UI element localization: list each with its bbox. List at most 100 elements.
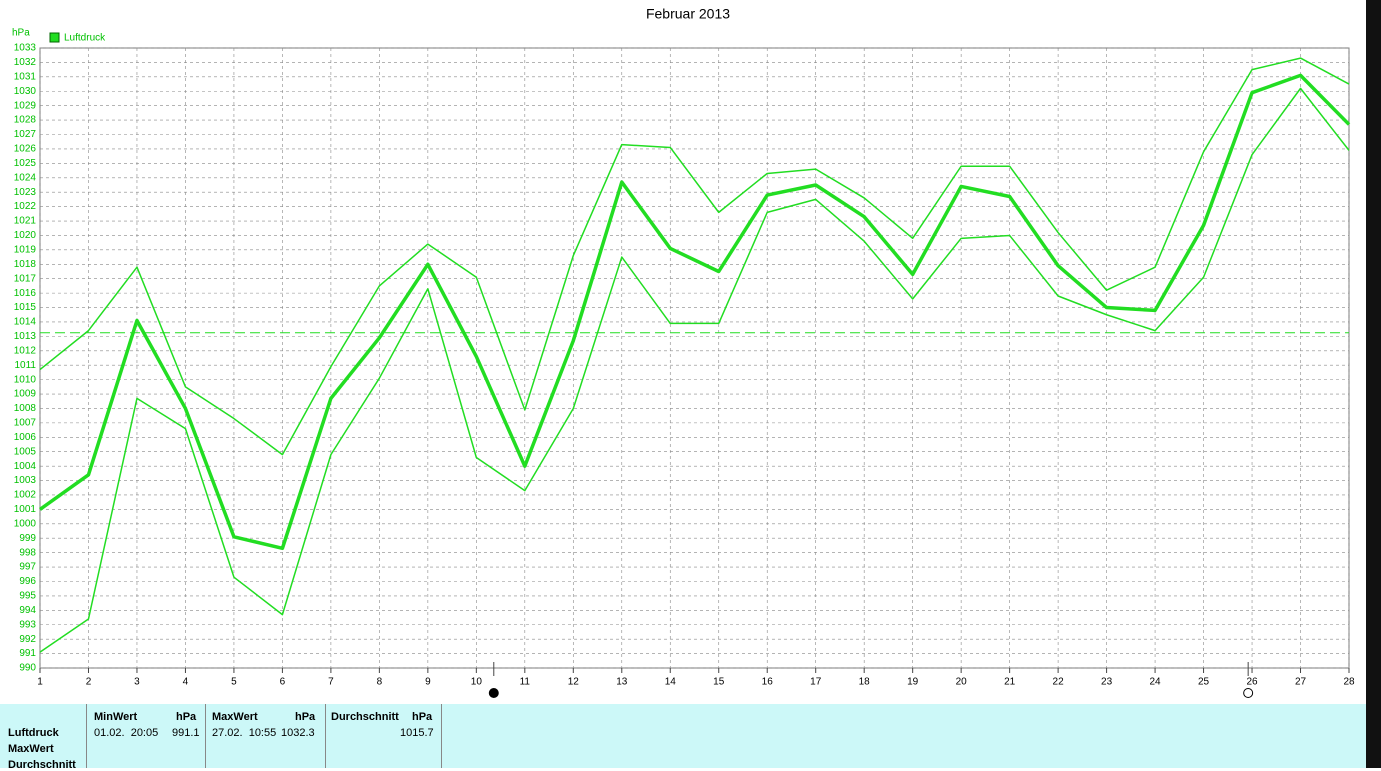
y-tick-label: 1023 (14, 187, 37, 198)
y-tick-label: 1025 (14, 158, 37, 169)
y-tick-label: 996 (19, 576, 36, 587)
y-tick-label: 1031 (14, 71, 37, 82)
row-label: Durchschnitt (8, 759, 76, 771)
y-tick-label: 1018 (14, 259, 37, 270)
x-tick-label: 27 (1295, 677, 1307, 688)
y-tick-label: 1022 (14, 201, 37, 212)
y-tick-label: 1027 (14, 129, 37, 140)
y-tick-label: 1033 (14, 43, 37, 54)
y-tick-label: 994 (19, 605, 36, 616)
y-tick-label: 991 (19, 648, 36, 659)
x-tick-label: 8 (377, 677, 383, 688)
y-tick-label: 992 (19, 634, 36, 645)
y-tick-label: 1020 (14, 230, 37, 241)
x-tick-label: 5 (231, 677, 237, 688)
y-tick-label: 998 (19, 547, 36, 558)
x-tick-label: 21 (1004, 677, 1016, 688)
series-line (39, 57, 1350, 456)
x-tick-label: 19 (907, 677, 919, 688)
separator (86, 704, 87, 768)
header: hPa (412, 711, 433, 723)
legend-label: Luftdruck (64, 33, 106, 44)
moon-phase (1243, 688, 1254, 698)
y-tick-label: 1028 (14, 115, 37, 126)
series-line (39, 87, 1350, 653)
cell: 1032.3 (281, 727, 315, 739)
x-tick-label: 10 (471, 677, 483, 688)
cell: 27.02. 10:55 (212, 727, 277, 739)
moon-phase (488, 688, 499, 698)
x-tick-label: 6 (280, 677, 286, 688)
window-edge (1366, 0, 1381, 768)
y-tick-label: 1004 (14, 461, 37, 472)
x-tick-label: 18 (859, 677, 871, 688)
y-tick-label: 1009 (14, 389, 37, 400)
y-tick-label: 1026 (14, 144, 37, 155)
cell: 01.02. 20:05 (94, 727, 159, 739)
x-tick-label: 25 (1198, 677, 1210, 688)
x-tick-label: 20 (956, 677, 968, 688)
y-tick-label: 1021 (14, 216, 37, 227)
y-tick-label: 1013 (14, 331, 37, 342)
x-tick-label: 22 (1053, 677, 1065, 688)
x-tick-label: 3 (134, 677, 140, 688)
y-tick-label: 1003 (14, 475, 37, 486)
y-tick-label: 1002 (14, 490, 37, 501)
chart: Februar 2013 hPa 99099199299399499599699… (12, 6, 1355, 698)
y-tick-label: 1010 (14, 374, 37, 385)
y-tick-label: 1024 (14, 172, 37, 183)
y-tick-label: 1007 (14, 418, 37, 429)
y-tick-label: 1011 (14, 360, 36, 371)
y-tick-label: 1017 (14, 273, 37, 284)
y-unit: hPa (12, 28, 30, 39)
x-tick-label: 11 (520, 677, 531, 688)
x-tick-label: 26 (1246, 677, 1258, 688)
legend-swatch (49, 32, 60, 43)
x-tick-label: 15 (713, 677, 725, 688)
y-tick-label: 1000 (14, 518, 37, 529)
row-label: MaxWert (8, 743, 54, 755)
y-tick-label: 1006 (14, 432, 37, 443)
x-tick-label: 13 (616, 677, 628, 688)
separator (325, 704, 326, 768)
y-tick-label: 1001 (14, 504, 37, 515)
separator (205, 704, 206, 768)
header: hPa (295, 711, 316, 723)
x-tick-label: 2 (86, 677, 92, 688)
x-tick-label: 14 (665, 677, 677, 688)
cell: 991.1 (172, 727, 200, 739)
summary-panel: Luftdruck MaxWert Durchschnitt MinWert h… (0, 704, 1366, 771)
header: MinWert (94, 711, 138, 723)
y-tick-label: 1019 (14, 245, 37, 256)
x-tick-label: 7 (328, 677, 334, 688)
x-tick-label: 28 (1343, 677, 1355, 688)
row-label: Luftdruck (8, 727, 59, 739)
y-tick-label: 995 (19, 591, 36, 602)
y-tick-label: 1029 (14, 100, 37, 111)
header: MaxWert (212, 711, 258, 723)
series-line (38, 73, 1351, 551)
y-tick-label: 999 (19, 533, 36, 544)
x-tick-label: 12 (568, 677, 580, 688)
y-tick-label: 1032 (14, 57, 37, 68)
separator (441, 704, 442, 768)
y-tick-label: 1014 (14, 317, 37, 328)
y-tick-label: 1030 (14, 86, 37, 97)
x-tick-label: 16 (762, 677, 774, 688)
y-tick-label: 1015 (14, 302, 37, 313)
y-tick-label: 1016 (14, 288, 37, 299)
y-tick-label: 993 (19, 619, 36, 630)
x-tick-label: 24 (1150, 677, 1162, 688)
x-tick-label: 9 (425, 677, 431, 688)
y-tick-label: 1012 (14, 345, 37, 356)
x-tick-label: 17 (810, 677, 822, 688)
plot-frame (39, 47, 1350, 669)
y-tick-label: 1005 (14, 446, 37, 457)
y-tick-label: 997 (19, 562, 36, 573)
x-tick-label: 1 (37, 677, 43, 688)
x-tick-label: 23 (1101, 677, 1113, 688)
x-tick-label: 4 (183, 677, 189, 688)
y-tick-label: 1008 (14, 403, 37, 414)
header: hPa (176, 711, 197, 723)
